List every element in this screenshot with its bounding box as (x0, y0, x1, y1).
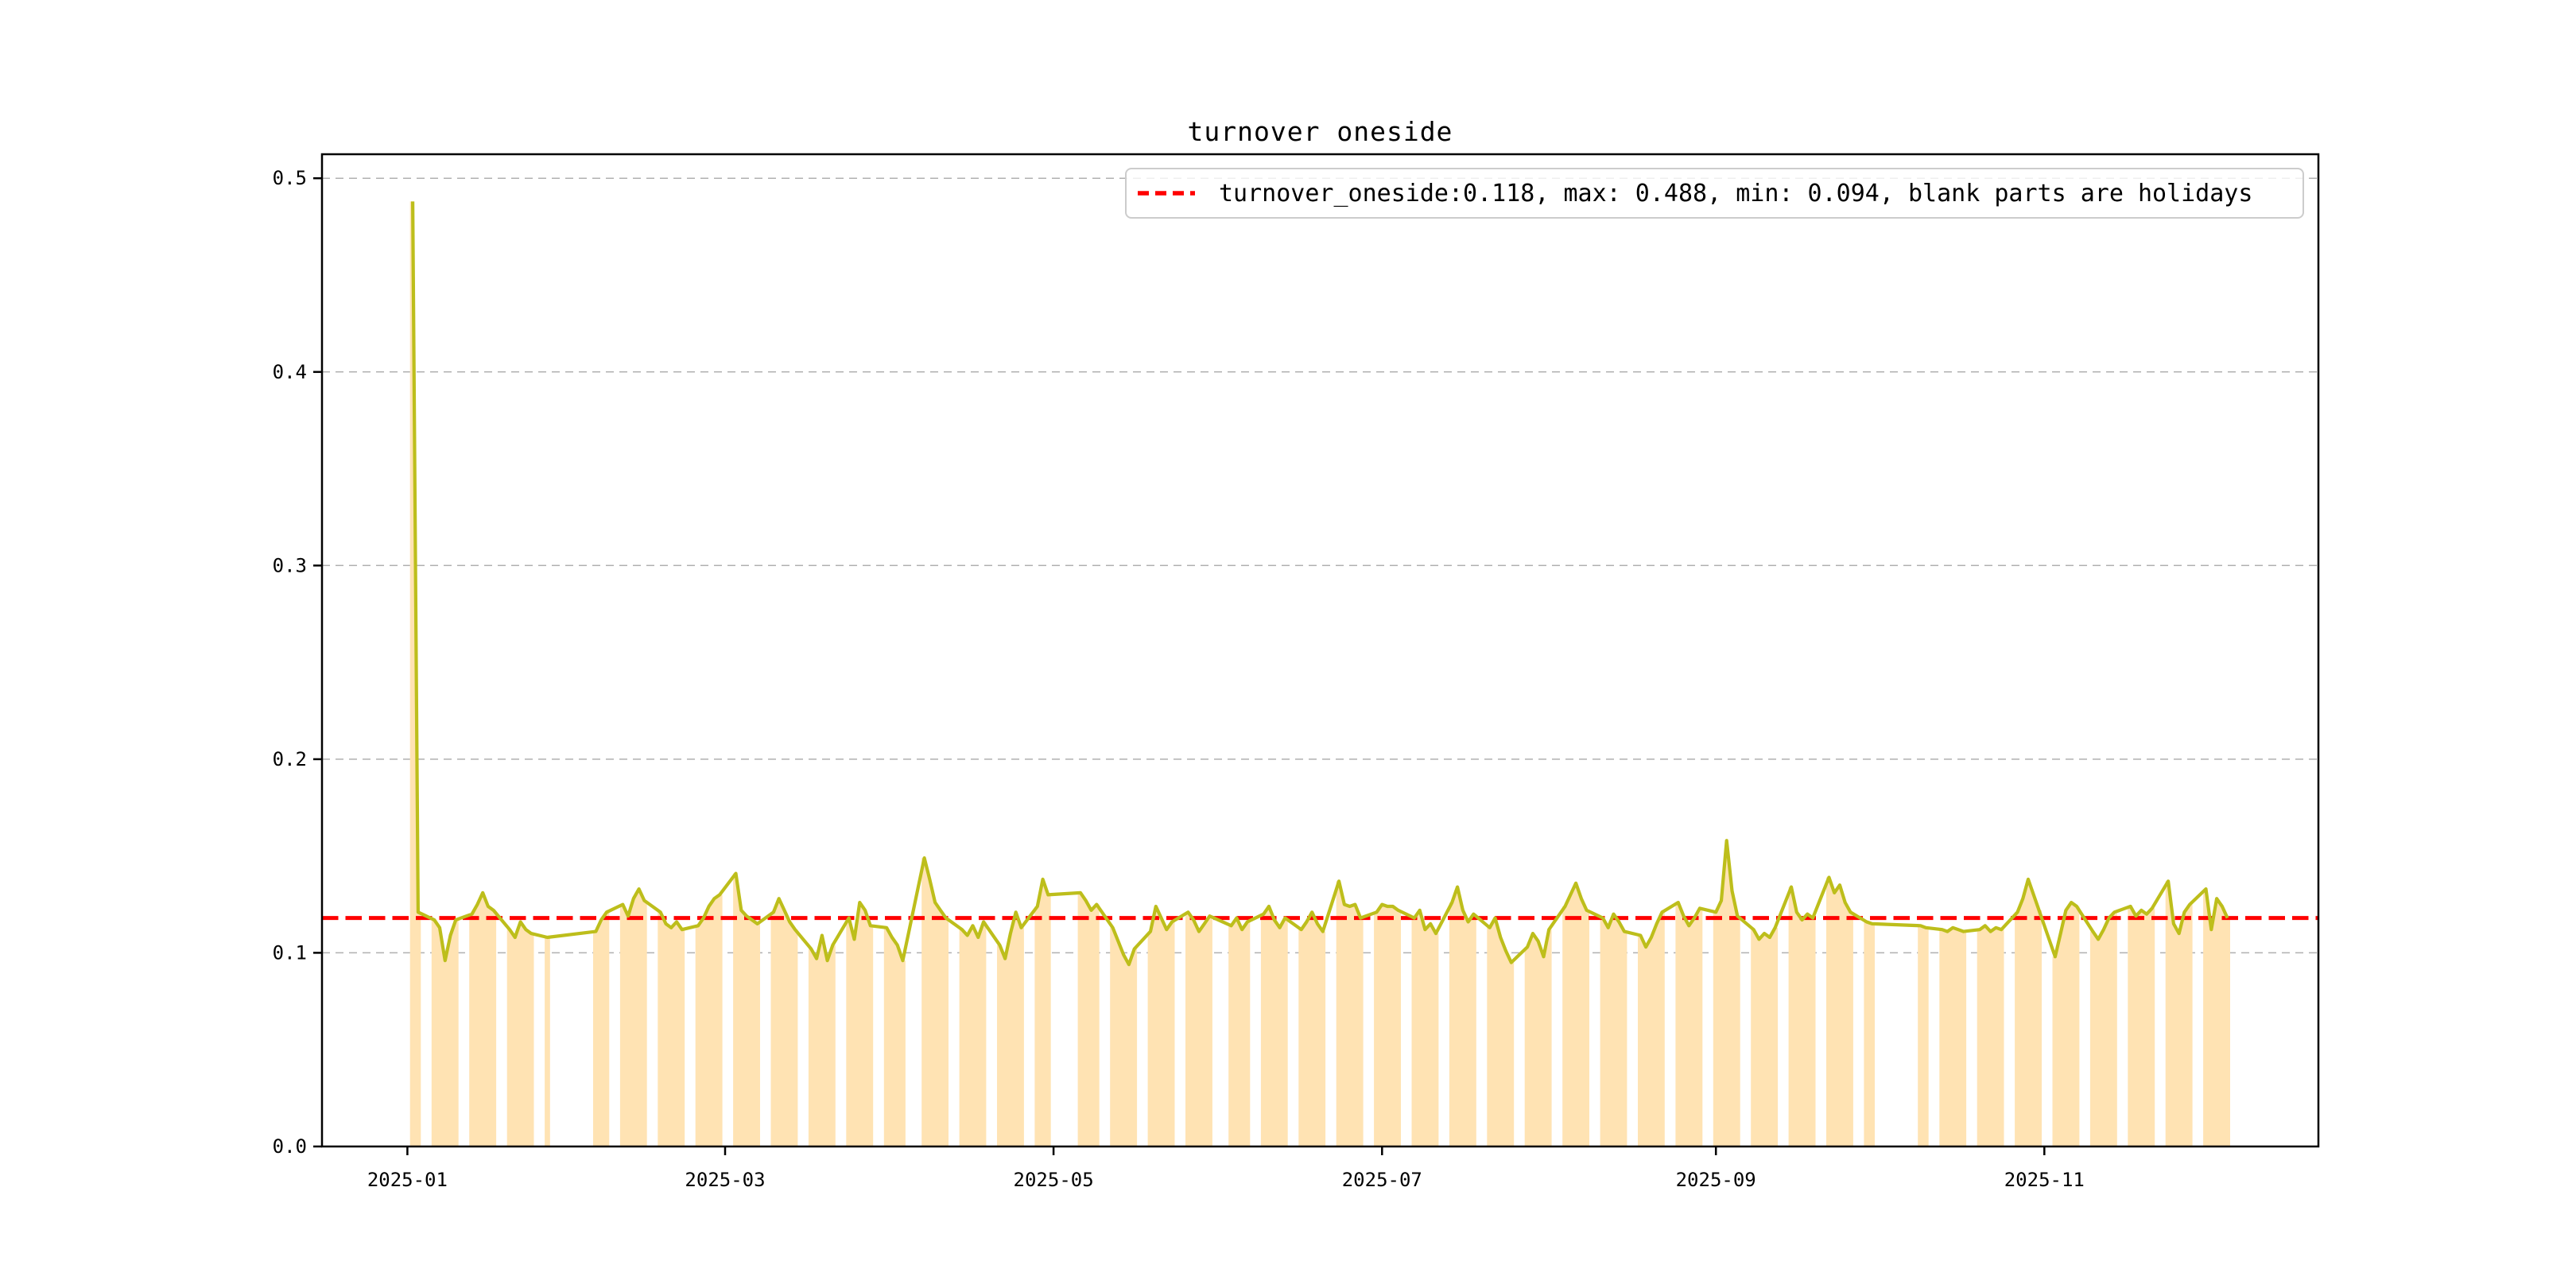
legend-dashed-line-marker (1138, 191, 1195, 196)
trading-day-shading (1939, 927, 1967, 1146)
trading-day-shading (770, 898, 798, 1146)
x-tick-label: 2025-03 (685, 1169, 765, 1191)
trading-day-shading (2128, 906, 2155, 1146)
y-tick-label: 0.4 (273, 361, 307, 383)
trading-day-shading (1751, 927, 1779, 1146)
y-tick-label: 0.2 (273, 748, 307, 770)
trading-day-shading (733, 873, 760, 1146)
trading-day-shading (1788, 886, 1816, 1146)
trading-day-shading (593, 912, 610, 1146)
trading-day-shading (1524, 929, 1552, 1146)
y-tick-label: 0.3 (273, 554, 307, 576)
trading-day-shading (1562, 883, 1589, 1146)
trading-day-shading (846, 902, 874, 1146)
trading-day-shading (545, 937, 550, 1146)
trading-day-shading (1185, 912, 1212, 1146)
trading-day-shading (1260, 906, 1288, 1146)
trading-day-shading (921, 858, 949, 1146)
trading-day-shading (619, 889, 647, 1146)
trading-day-shading (1600, 914, 1627, 1146)
trading-day-shading (1298, 912, 1326, 1146)
trading-day-shading (431, 920, 459, 1146)
trading-day-shading (1638, 912, 1665, 1146)
legend-label: turnover_oneside:0.118, max: 0.488, min:… (1219, 179, 2253, 208)
y-tick-label: 0.5 (273, 167, 307, 189)
trading-day-shading (1449, 886, 1476, 1146)
trading-day-shading (1411, 910, 1439, 1146)
trading-day-shading (1675, 902, 1703, 1146)
trading-day-shading (1336, 881, 1364, 1146)
trading-day-shading (883, 927, 906, 1146)
legend-box: turnover_oneside:0.118, max: 0.488, min:… (1125, 168, 2304, 219)
trading-day-shading (2165, 881, 2193, 1146)
trading-day-shading (2052, 902, 2080, 1146)
y-tick-label: 0.1 (273, 941, 307, 964)
trading-day-shading (1374, 904, 1401, 1146)
trading-day-shading (808, 935, 836, 1146)
trading-day-shading (1864, 921, 1875, 1146)
x-tick-label: 2025-09 (1676, 1169, 1756, 1191)
trading-day-shading (506, 921, 534, 1146)
trading-day-shading (2203, 889, 2230, 1146)
plot-border (320, 153, 2320, 1148)
chart-title: turnover oneside (1187, 116, 1453, 147)
trading-day-shading (469, 892, 497, 1146)
trading-day-shading (1713, 840, 1740, 1146)
trading-day-shading (959, 921, 987, 1146)
trading-day-shading (1077, 892, 1100, 1146)
trading-day-shading (1977, 925, 2004, 1146)
trading-day-shading (2089, 912, 2117, 1146)
trading-day-shading (1147, 906, 1175, 1146)
x-tick-label: 2025-07 (1342, 1169, 1422, 1191)
trading-day-shading (1826, 877, 1853, 1146)
x-tick-label: 2025-05 (1014, 1169, 1094, 1191)
trading-day-shading (1034, 879, 1051, 1146)
trading-day-shading (2015, 879, 2042, 1146)
line-series (411, 201, 2229, 967)
trading-day-shading (658, 912, 685, 1146)
trading-day-shading (695, 894, 723, 1146)
y-tick-label: 0.0 (273, 1135, 307, 1158)
trading-day-shading (1918, 925, 1929, 1146)
x-tick-label: 2025-01 (367, 1169, 448, 1191)
trading-day-shading (1487, 918, 1515, 1146)
trading-day-shading (1228, 918, 1251, 1146)
trading-day-shading (1110, 927, 1138, 1146)
x-tick-label: 2025-11 (2004, 1169, 2085, 1191)
trading-day-shading (997, 912, 1024, 1146)
